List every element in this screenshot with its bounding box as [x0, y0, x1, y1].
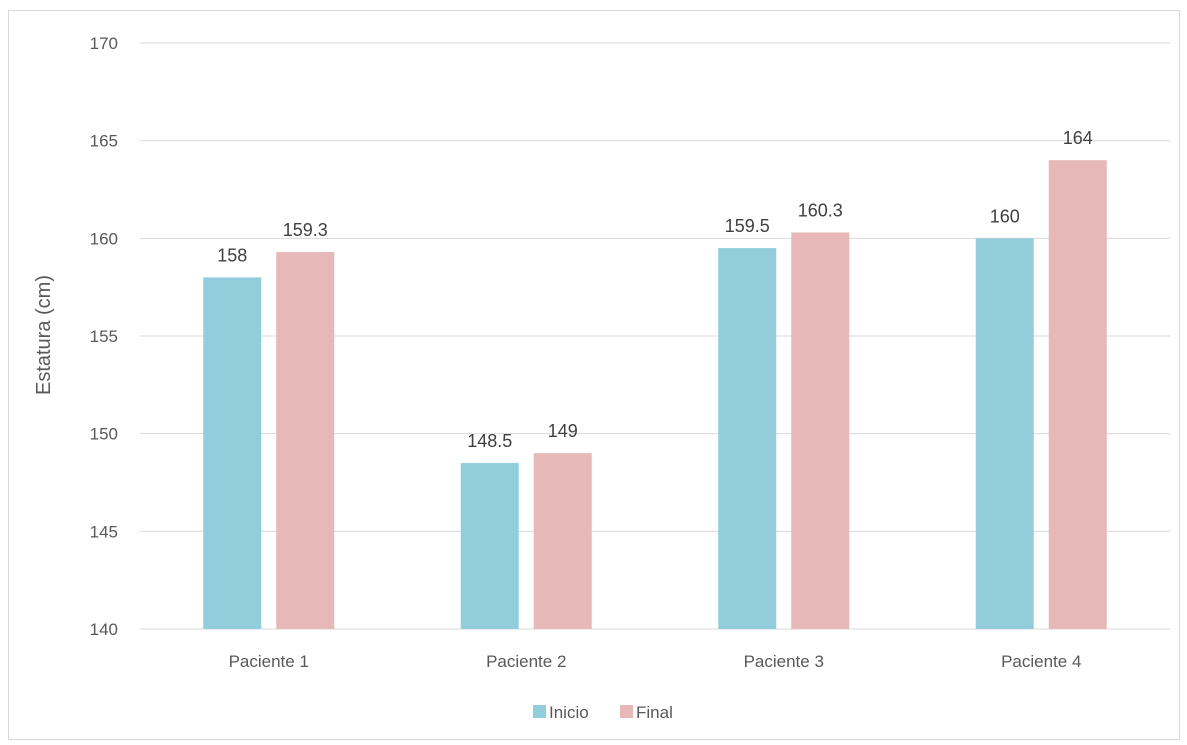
bar-inicio-3 [718, 248, 777, 629]
y-tick-label: 145 [90, 522, 118, 541]
data-label: 164 [1063, 128, 1093, 148]
data-label: 159.3 [283, 220, 328, 240]
data-label: 158 [217, 245, 247, 265]
y-axis-label: Estatura (cm) [33, 275, 55, 395]
data-label: 149 [548, 421, 578, 441]
legend: Inicio Final [533, 703, 673, 722]
legend-label-inicio: Inicio [549, 703, 589, 722]
data-label: 160 [990, 206, 1020, 226]
y-axis-ticks: 140 145 150 155 160 165 170 [90, 34, 118, 639]
bar-final-4 [1048, 160, 1107, 629]
bar-final-2 [533, 453, 592, 629]
bar-inicio-1 [203, 277, 262, 629]
x-axis-ticks: Paciente 1 Paciente 2 Paciente 3 Paciente 4 [229, 652, 1082, 671]
data-labels: 158 159.3 148.5 149 159.5 160.3 160 164 [217, 128, 1093, 451]
data-label: 148.5 [467, 431, 512, 451]
x-tick-label: Paciente 2 [486, 652, 566, 671]
legend-swatch-final [620, 705, 633, 718]
legend-label-final: Final [636, 703, 673, 722]
y-tick-label: 155 [90, 327, 118, 346]
x-tick-label: Paciente 1 [229, 652, 309, 671]
y-tick-label: 150 [90, 425, 118, 444]
x-tick-label: Paciente 3 [744, 652, 824, 671]
data-label: 160.3 [798, 200, 843, 220]
y-tick-label: 165 [90, 132, 118, 151]
y-tick-label: 140 [90, 620, 118, 639]
legend-swatch-inicio [533, 705, 546, 718]
data-label: 159.5 [725, 216, 770, 236]
bar-inicio-2 [460, 462, 519, 629]
y-tick-label: 170 [90, 34, 118, 53]
x-tick-label: Paciente 4 [1001, 652, 1081, 671]
y-tick-label: 160 [90, 229, 118, 248]
bar-final-3 [791, 232, 850, 629]
bar-final-1 [276, 252, 335, 630]
bars [203, 160, 1107, 630]
bar-inicio-4 [975, 238, 1034, 630]
